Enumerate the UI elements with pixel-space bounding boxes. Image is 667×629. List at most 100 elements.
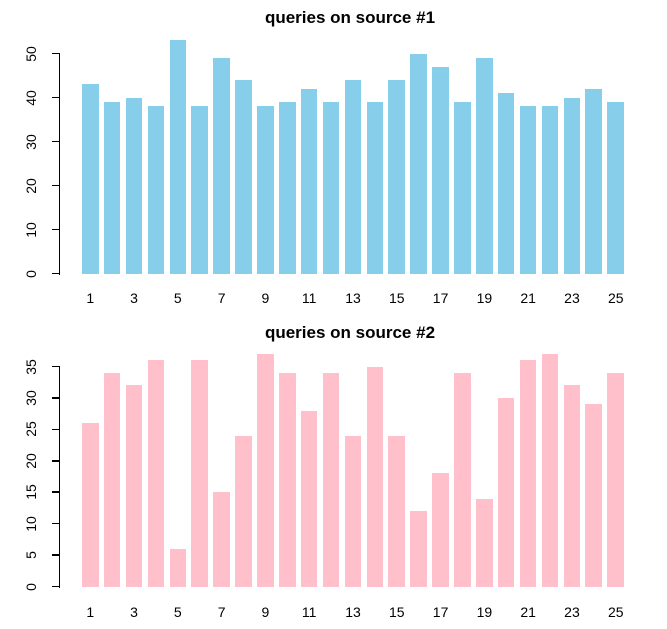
x-tick-label: 15	[388, 290, 405, 306]
bar	[366, 101, 384, 274]
bar	[125, 97, 143, 274]
y-tick	[52, 272, 60, 275]
bar	[235, 79, 252, 274]
bar	[82, 423, 99, 587]
bar	[300, 88, 318, 274]
bar	[300, 410, 318, 587]
x-tick-label: 11	[301, 604, 317, 620]
y-tick-label: 15	[23, 484, 39, 500]
x-tick-label: 17	[432, 604, 449, 620]
y-axis-line	[58, 53, 61, 275]
y-tick	[52, 140, 60, 143]
x-tick-label: 25	[607, 604, 624, 620]
y-tick	[52, 428, 60, 431]
bar	[585, 404, 602, 587]
y-tick-label: 20	[23, 452, 39, 469]
x-tick-label: 25	[607, 290, 624, 306]
bar	[103, 101, 121, 274]
y-tick	[52, 460, 60, 462]
x-tick-label: 7	[217, 290, 226, 306]
y-tick-label: 35	[23, 358, 39, 375]
x-tick-label: 15	[388, 604, 405, 620]
bar	[432, 66, 449, 274]
bar	[541, 106, 559, 274]
bar	[607, 372, 624, 587]
x-tick-label: 9	[261, 604, 270, 620]
bar	[344, 435, 362, 587]
x-tick-label: 3	[130, 604, 138, 620]
bar	[388, 435, 405, 587]
bar	[432, 473, 449, 587]
bar	[279, 372, 296, 587]
bar	[366, 366, 384, 587]
bar	[563, 385, 581, 587]
y-tick	[52, 585, 60, 588]
y-tick	[52, 52, 60, 55]
x-tick-label: 3	[130, 290, 138, 306]
bars-area	[82, 347, 624, 587]
bar	[191, 360, 208, 587]
x-tick-label: 13	[345, 604, 361, 620]
bar	[476, 57, 493, 274]
x-tick-label: 11	[301, 290, 317, 306]
y-tick-label: 25	[23, 421, 39, 438]
bar	[497, 93, 515, 274]
bar	[213, 57, 230, 274]
bar	[344, 79, 362, 274]
bar	[191, 106, 208, 274]
bar	[169, 40, 187, 274]
bar	[82, 84, 99, 274]
bar	[607, 101, 624, 274]
chart-title: queries on source #2	[264, 323, 436, 342]
bar	[454, 372, 471, 587]
bar	[519, 106, 537, 274]
x-tick-label: 5	[173, 604, 182, 620]
y-tick-label: 0	[23, 582, 39, 591]
bar	[257, 353, 274, 587]
y-tick-label: 30	[23, 390, 39, 406]
x-tick-label: 1	[86, 604, 95, 620]
y-tick	[52, 184, 60, 187]
y-tick	[52, 522, 60, 525]
x-tick-label: 19	[476, 604, 493, 620]
y-tick	[52, 397, 60, 399]
y-tick	[52, 554, 60, 556]
bar	[125, 385, 143, 587]
y-tick-label: 5	[23, 551, 39, 559]
bar	[497, 397, 515, 587]
bar	[519, 360, 537, 587]
x-tick-label: 21	[520, 604, 536, 620]
bar	[147, 106, 165, 274]
bar	[563, 97, 581, 274]
bar	[541, 353, 559, 587]
bar	[147, 360, 165, 587]
y-tick-label: 10	[23, 515, 39, 532]
y-tick	[52, 365, 60, 368]
x-tick-label: 17	[432, 290, 449, 306]
x-tick-label: 23	[564, 604, 580, 620]
x-tick-label: 9	[261, 290, 270, 306]
x-tick-label: 19	[476, 290, 493, 306]
bar	[169, 548, 187, 587]
bar	[322, 101, 340, 274]
bar	[257, 106, 274, 274]
bar	[279, 101, 296, 274]
bar	[454, 101, 471, 274]
bar	[410, 511, 427, 587]
bar	[585, 88, 602, 274]
bar	[322, 372, 340, 587]
y-axis-line	[58, 366, 61, 588]
chart-title: queries on source #1	[264, 8, 436, 27]
y-tick	[52, 96, 60, 99]
bar	[235, 435, 252, 587]
y-tick	[52, 228, 60, 231]
x-tick-label: 21	[520, 290, 536, 306]
x-tick-label: 23	[564, 290, 580, 306]
x-tick-label: 7	[217, 604, 226, 620]
bar	[213, 492, 230, 587]
bar	[103, 372, 121, 587]
bar	[388, 79, 405, 274]
